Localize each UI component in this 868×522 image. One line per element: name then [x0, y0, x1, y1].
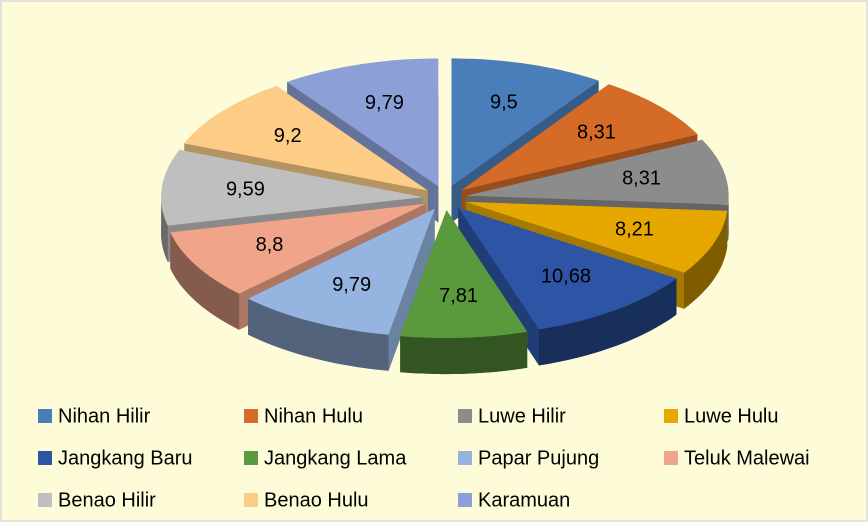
pie-slice [400, 210, 528, 375]
legend-label: Karamuan [478, 489, 570, 511]
data-label: 7,81 [439, 285, 478, 307]
data-label: 9,5 [490, 92, 518, 114]
legend-label: Benao Hulu [264, 489, 369, 511]
legend-label: Luwe Hilir [478, 405, 566, 427]
slice-top [400, 210, 528, 339]
slice-top [466, 139, 729, 205]
slice-wall [161, 197, 168, 262]
slice-top [161, 149, 424, 226]
slice-wall [728, 195, 729, 241]
legend-label: Papar Pujung [478, 447, 599, 469]
data-label: 9,2 [274, 125, 302, 147]
legend-swatch [38, 451, 52, 465]
legend-swatch [244, 451, 258, 465]
legend-label: Nihan Hulu [264, 405, 363, 427]
legend-label: Jangkang Baru [58, 447, 193, 469]
slice-top [184, 86, 428, 191]
slice-top [458, 207, 677, 330]
slice-top [451, 58, 599, 187]
legend-swatch [38, 409, 52, 423]
slice-top [461, 84, 698, 191]
legend-swatch [244, 409, 258, 423]
legend-swatch [664, 409, 678, 423]
legend-swatch [664, 451, 678, 465]
slice-wall [248, 298, 389, 371]
slice-wall [539, 278, 677, 366]
slice-wall [400, 331, 528, 375]
slice-top [248, 208, 435, 335]
legend-swatch [244, 493, 258, 507]
legend-swatch [458, 493, 472, 507]
legend-label: Luwe Hulu [684, 405, 779, 427]
data-label: 10,68 [541, 265, 591, 287]
legend-swatch [38, 493, 52, 507]
legend-label: Teluk Malewai [684, 447, 810, 469]
legend-label: Jangkang Lama [264, 447, 407, 469]
data-label: 9,79 [365, 92, 404, 114]
pie-slice [248, 208, 435, 371]
legend-swatch [458, 409, 472, 423]
slice-wall [170, 232, 240, 330]
legend-label: Nihan Hilir [58, 405, 151, 427]
legend-swatch [458, 451, 472, 465]
slice-top [465, 201, 728, 273]
data-label: 9,79 [332, 274, 371, 296]
data-label: 8,8 [256, 234, 284, 256]
slice-wall [684, 210, 728, 309]
slice-top [170, 203, 426, 294]
data-label: 8,31 [622, 168, 661, 190]
data-label: 8,21 [615, 218, 654, 240]
slice-top [287, 58, 439, 187]
data-label: 9,59 [226, 179, 265, 201]
data-label: 8,31 [577, 121, 616, 143]
pie-slice [458, 207, 677, 366]
legend-label: Benao Hilir [58, 489, 156, 511]
